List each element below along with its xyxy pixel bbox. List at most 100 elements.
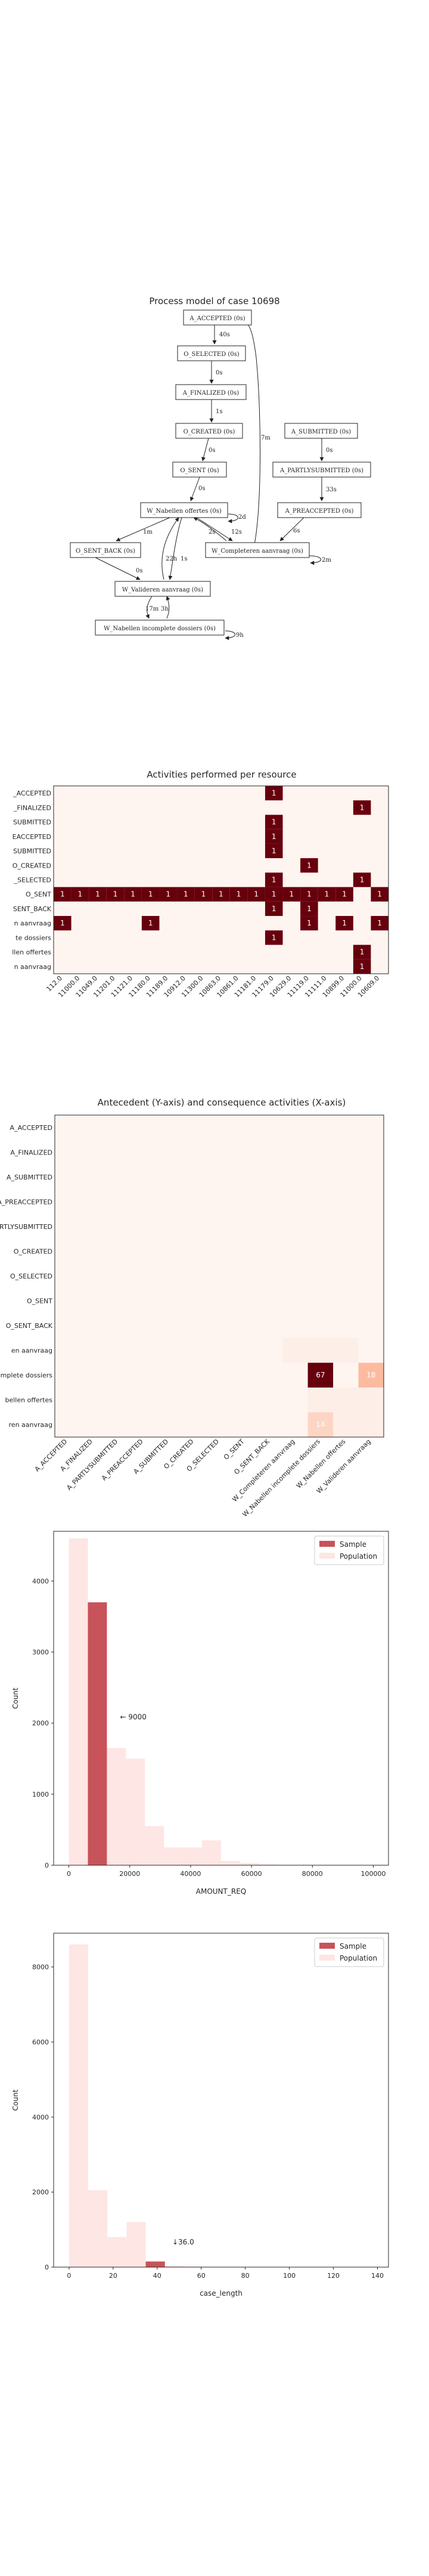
y-tick-label: 4000 [32,1577,49,1585]
population-bar [69,1538,88,1865]
heatmap-cell-value: 1 [307,905,312,913]
edge-label: 22h [166,556,178,562]
node-box [205,542,310,558]
x-tick-label: 40 [153,2272,161,2280]
heatmap-cell-value: 1 [360,962,365,971]
process-model-panel: Process model of case 10698 [0,0,429,716]
heatmap-cell [265,843,283,859]
heatmap-cell-value: 1 [272,890,276,899]
heatmap-row-label: O_SENT [27,1298,52,1305]
x-tick-label: 60000 [241,1870,262,1878]
edge-nabellen-self [228,513,238,524]
heatmap-cell-value: 1 [377,919,382,927]
heatmap-cell-value: 1 [130,890,135,899]
edge-label: 3h [161,606,169,612]
heatmap-cell [353,800,371,815]
heatmap-cell [124,887,142,902]
heatmap-col-label: A_PARTLYSUBMITTED [65,1438,119,1492]
heatmap-cell [307,1412,334,1437]
heatmap-cell-value: 67 [316,1371,325,1379]
heatmap-row-label: O_CREATED [13,862,51,869]
edge-label: 0s [326,447,333,454]
heatmap1-row-labels: _ACCEPTED _FINALIZED SUBMITTED EACCEPTED SUB… [12,789,52,971]
heatmap2-frame [54,1114,384,1438]
heatmap-cell [265,815,283,829]
x-tick-label: 80 [241,2272,250,2280]
heatmap-cell-value: 1 [307,919,312,927]
heatmap-row-label: complete dossiers [0,1371,52,1379]
y-tick-label: 6000 [32,2038,49,2046]
heatmap-row-label: bellen offertes [5,1397,52,1404]
edge-label: 17m [145,606,159,612]
legend-swatch-population [319,1553,335,1559]
heatmap-cell-value: 14 [316,1420,325,1429]
heatmap1-col-labels: 112.011000.011049.011201.011121.011180.0… [45,974,381,999]
x-tick-label: 0 [67,1870,71,1878]
heatmap-cell [300,901,318,917]
heatmap2-title: Antecedent (Y-axis) and consequence acti… [98,1097,346,1108]
sample-bar [88,1602,107,1865]
edge-label: 9h [236,632,244,639]
edge-label: 12s [231,529,242,535]
heatmap-row-label: A_SUBMITTED [7,1174,52,1181]
heatmap-cell-value: 1 [219,890,223,899]
x-tick-label: 20 [109,2272,117,2280]
population-bar [164,1847,184,1865]
legend-swatch-sample [319,1541,335,1547]
heatmap-cell [265,786,283,801]
heatmap-row-label: llen offertes [12,949,51,956]
heatmap-row-label: _SELECTED [14,877,51,884]
node-label: O_SENT_BACK (0s) [76,548,135,555]
heatmap-col-label: O_SENT [222,1438,246,1462]
node-label: O_CREATED (0s) [184,429,235,435]
node-box [140,502,228,518]
node-label: O_SELECTED (0s) [184,351,240,358]
heatmap-cell [265,887,283,902]
node-box [183,309,252,326]
heatmap-row-label: A_PREACCEPTED [0,1198,52,1206]
node-box [272,462,371,478]
heatmap-cell [265,930,283,945]
heatmap-cell [247,887,265,902]
hist1-bars [69,1538,316,1865]
population-bar [126,1758,145,1865]
node-box [172,462,227,478]
heatmap-cell [335,916,353,931]
population-bar [126,2222,146,2267]
heatmap-row-label: _ACCEPTED [13,789,51,797]
node-box [175,423,243,439]
caselength-histogram-panel: 0 20 40 60 80 100 120 140 0 2000 4000 6000 8000 ↓36… [0,1926,429,2320]
heatmap-cell [307,1363,334,1388]
heatmap-faint-cell [307,1387,334,1413]
hist2-frame [53,1933,389,2268]
caselength-histogram-svg: 0 20 40 60 80 100 120 140 0 2000 4000 6000 8000 ↓36… [11,1933,389,2298]
population-bar [202,1840,221,1865]
hist2-ylabel: Count [11,2089,20,2111]
edge-label: 33s [326,487,337,493]
hist1-frame [53,1531,389,1866]
node-box [95,620,225,636]
heatmap-cell [300,887,318,902]
edge-completeren-accepted [244,320,261,558]
heatmap-cell-value: 1 [360,803,365,812]
transition-heatmap-svg: Antecedent (Y-axis) and consequence acti… [0,1097,384,1518]
edge-created-sent [201,438,209,462]
x-tick-label: 0 [67,2272,71,2280]
edge-sentback-valideren [95,557,141,580]
heatmap-row-label: O_SENT_BACK [6,1322,53,1330]
node-box [175,384,247,400]
edge-label: 6s [293,528,300,534]
heatmap-cell [89,887,107,902]
legend-label-sample: Sample [340,1540,366,1549]
heatmap-cell-value: 1 [237,890,241,899]
edge-valideren-nabellen [161,517,179,580]
heatmap-cell-value: 18 [366,1371,375,1379]
heatmap2-row-labels: A_ACCEPTED A_FINALIZED A_SUBMITTED A_PREACC… [0,1124,53,1429]
edge-label: 0s [209,447,216,454]
edge-nabellen-completeren [196,517,233,541]
heatmap-faint-cell [358,1387,384,1413]
legend-label-population: Population [340,1552,377,1561]
legend-label-sample: Sample [340,1942,366,1950]
x-tick-label: 140 [371,2272,384,2280]
